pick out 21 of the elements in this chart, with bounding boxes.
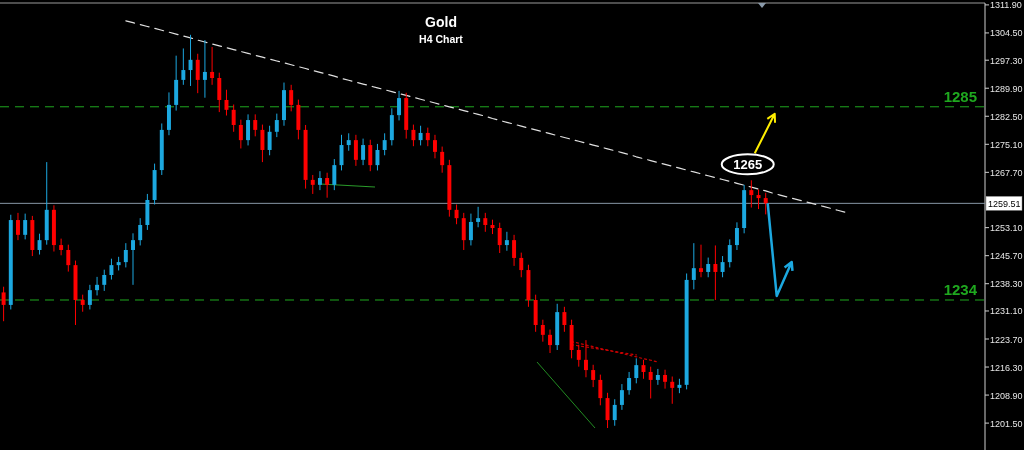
y-tick-label: 1297.30 [990,55,1023,66]
y-tick-label: 1223.70 [990,334,1023,345]
y-tick-label: 1289.90 [990,83,1023,94]
text: Gold [425,14,457,30]
y-tick-label: 1275.10 [990,139,1023,150]
ref-line-label: 1285 [943,87,977,105]
y-tick-label: 1231.10 [990,306,1023,317]
ref-line-label: 1234 [943,280,978,298]
annotation: 1265 [733,157,763,173]
y-tick-label: 1238.30 [990,279,1023,290]
y-tick-label: 1253.10 [990,223,1023,234]
y-tick-label: 1216.30 [990,362,1023,373]
ref-line-label: 1259.51 [988,198,1021,209]
y-tick-label: 1201.50 [990,418,1023,429]
text: H4 Chart [419,33,464,45]
y-tick-label: 1311.90 [990,0,1022,11]
y-tick-label: 1282.50 [990,111,1023,122]
y-tick-label: 1267.70 [990,167,1023,178]
y-tick-label: 1245.70 [990,251,1023,262]
y-tick-label: 1304.50 [990,28,1023,39]
y-tick-label: 1208.90 [990,390,1023,401]
